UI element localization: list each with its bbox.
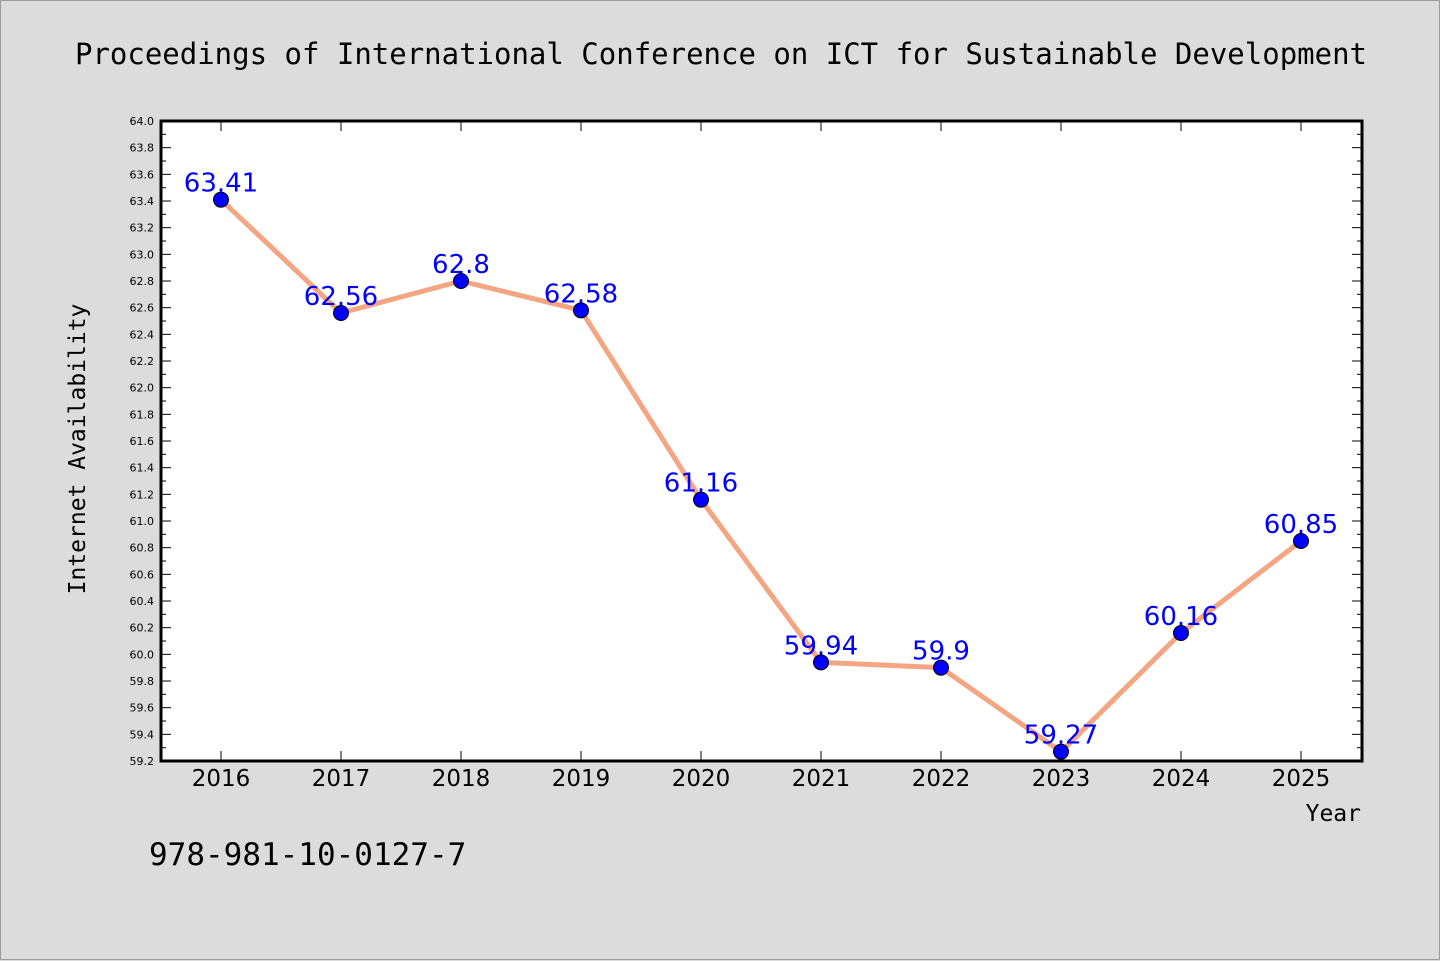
y-tick-label: 61.2 [130, 488, 155, 501]
x-tick-label: 2018 [432, 766, 491, 792]
x-tick-label: 2022 [912, 766, 971, 792]
x-tick-label: 2016 [192, 766, 251, 792]
data-label: 62.8 [432, 250, 490, 280]
data-label-layer: 63.41 62.56 62.8 62.58 61.16 59.94 59.9 59.27 60… [184, 169, 1338, 751]
data-label: 60.16 [1144, 602, 1218, 632]
y-tick-label: 61.6 [130, 435, 155, 448]
y-tick-label: 62.8 [130, 275, 155, 288]
y-tick-label: 60.6 [130, 568, 155, 581]
data-label: 59.94 [784, 631, 858, 661]
y-tick-label: 63.0 [130, 248, 155, 261]
y-axis: 59.2 59.4 59.6 59.8 60.0 60.2 60.4 60.6 60.8 61.0… [130, 115, 1362, 768]
plot-area [159, 119, 1364, 763]
y-tick-label: 62.0 [130, 382, 155, 395]
x-axis-label: Year [1306, 801, 1361, 827]
y-tick-label: 60.0 [130, 648, 155, 661]
data-point [933, 659, 949, 676]
data-point [333, 305, 349, 321]
x-tick-label: 2025 [1272, 766, 1331, 792]
y-tick-label: 64.0 [130, 115, 155, 128]
y-tick-label: 61.0 [130, 515, 155, 528]
y-tick-label: 63.4 [130, 195, 155, 208]
series-line [218, 197, 1304, 755]
data-point [213, 191, 229, 208]
data-point [1173, 625, 1189, 641]
y-tick-label: 59.6 [130, 702, 155, 715]
y-tick-label: 59.4 [130, 728, 155, 741]
data-label: 60.85 [1264, 510, 1338, 540]
y-tick-label: 61.8 [130, 408, 155, 421]
data-label: 61.16 [664, 469, 738, 499]
data-point [693, 491, 709, 508]
x-tick-label: 2023 [1032, 766, 1091, 792]
x-tick-label: 2024 [1152, 766, 1211, 792]
data-label: 62.56 [304, 282, 378, 312]
data-point [1053, 743, 1069, 760]
y-tick-label: 59.8 [130, 675, 155, 688]
y-tick-label: 63.6 [130, 168, 155, 181]
y-tick-label: 63.8 [130, 142, 155, 155]
data-point [573, 302, 589, 319]
y-tick-label: 59.2 [130, 755, 155, 768]
y-tick-label: 63.2 [130, 222, 155, 235]
series-layer [213, 191, 1309, 760]
data-point [813, 654, 829, 671]
isbn-text: 978-981-10-0127-7 [149, 837, 466, 873]
y-tick-label: 60.8 [130, 542, 155, 555]
x-tick-label: 2017 [312, 766, 371, 792]
x-tick-label: 2019 [552, 766, 611, 792]
data-label: 62.58 [544, 279, 618, 309]
data-point [1293, 533, 1309, 549]
y-tick-label: 61.4 [130, 462, 155, 475]
y-tick-label: 60.2 [130, 622, 155, 635]
x-tick-label: 2021 [792, 766, 851, 792]
y-tick-label: 60.4 [130, 595, 155, 608]
data-label: 59.9 [912, 637, 970, 667]
data-label: 59.27 [1024, 721, 1098, 751]
chart-title: Proceedings of International Conference … [75, 37, 1367, 71]
y-tick-label: 62.6 [130, 302, 155, 315]
data-label: 63.41 [184, 169, 258, 199]
x-tick-label: 2020 [672, 766, 731, 792]
y-axis-label: Internet Availability [65, 304, 91, 595]
y-tick-label: 62.4 [130, 328, 155, 341]
y-tick-label: 62.2 [130, 355, 155, 368]
x-axis: 2016 2017 2018 2019 2020 2021 2022 2023 2024 2025 [192, 121, 1331, 792]
data-point [453, 273, 469, 289]
